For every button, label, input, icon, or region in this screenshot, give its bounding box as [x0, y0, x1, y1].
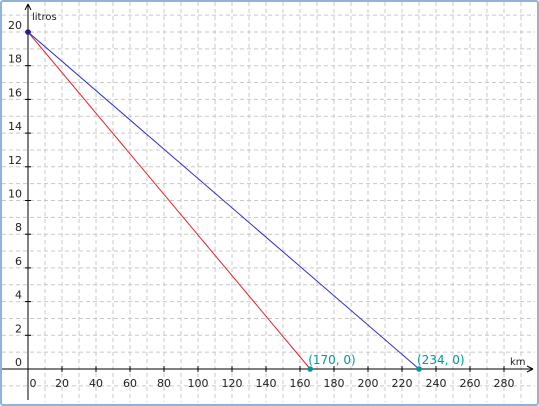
x-tick-label: 200	[358, 377, 379, 390]
x-tick-label: 160	[290, 377, 311, 390]
end-point-label: (170, 0)	[308, 353, 356, 367]
x-tick-label: 180	[324, 377, 345, 390]
y-tick-label: 2	[15, 322, 22, 335]
y-tick-label: 20	[8, 19, 22, 32]
x-tick-label: 140	[256, 377, 277, 390]
y-axis-title: litros	[32, 12, 57, 23]
start-point	[25, 29, 31, 35]
y-tick-label: 6	[15, 255, 22, 268]
series-line	[27, 31, 420, 370]
y-tick-label: 0	[15, 356, 22, 369]
data-points	[25, 29, 422, 372]
x-tick-label: 120	[222, 377, 243, 390]
end-point-label: (234, 0)	[417, 353, 465, 367]
grid	[2, 2, 535, 402]
series-line	[27, 31, 311, 370]
y-tick-label: 4	[15, 289, 22, 302]
x-tick-label: 40	[89, 377, 103, 390]
y-tick-label: 16	[8, 86, 22, 99]
end-point	[416, 366, 422, 372]
x-tick-label: 280	[494, 377, 515, 390]
x-tick-label: 60	[123, 377, 137, 390]
end-point	[307, 366, 314, 372]
y-tick-label: 12	[8, 154, 22, 167]
x-tick-label: 100	[188, 377, 209, 390]
axes	[2, 3, 534, 400]
x-tick-label: 20	[55, 377, 69, 390]
x-axis-arrow	[526, 365, 534, 373]
x-tick-label: 80	[157, 377, 171, 390]
y-tick-label: 14	[8, 120, 22, 133]
y-tick-label: 8	[15, 221, 22, 234]
tick-labels: 0 20 40 60 80 100 120 140 160 180 200 220 240 260 2800…	[8, 19, 515, 390]
x-tick-label: 220	[392, 377, 413, 390]
x-tick-label: 240	[426, 377, 447, 390]
x-tick-label: 0	[30, 377, 37, 390]
y-tick-label: 18	[8, 53, 22, 66]
series-lines	[27, 31, 420, 370]
y-axis-arrow	[24, 3, 32, 11]
x-tick-label: 260	[460, 377, 481, 390]
x-axis-title: km	[510, 357, 526, 368]
y-tick-label: 10	[8, 188, 22, 201]
